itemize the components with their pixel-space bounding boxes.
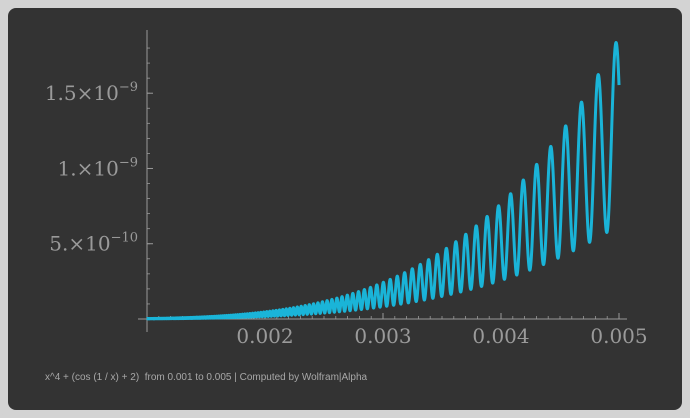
series-line <box>145 41 621 321</box>
caption-text: x^4 + (cos (1 / x) + 2) from 0.001 to 0.… <box>45 372 368 383</box>
x-tick-label: 0.003 <box>354 324 411 348</box>
y-tick-label: 1.×10−9 <box>58 155 138 180</box>
y-tick-label: 5.×10−10 <box>49 231 138 256</box>
y-tick-label: 1.5×10−9 <box>45 80 138 105</box>
x-tick-label: 0.002 <box>236 324 293 348</box>
tick-labels: 0.002 0.003 0.004 0.005 5.×10−10 1.×10−9 1.5×1… <box>45 80 648 348</box>
x-tick-label: 0.004 <box>472 324 529 348</box>
x-tick-label: 0.005 <box>590 324 647 348</box>
